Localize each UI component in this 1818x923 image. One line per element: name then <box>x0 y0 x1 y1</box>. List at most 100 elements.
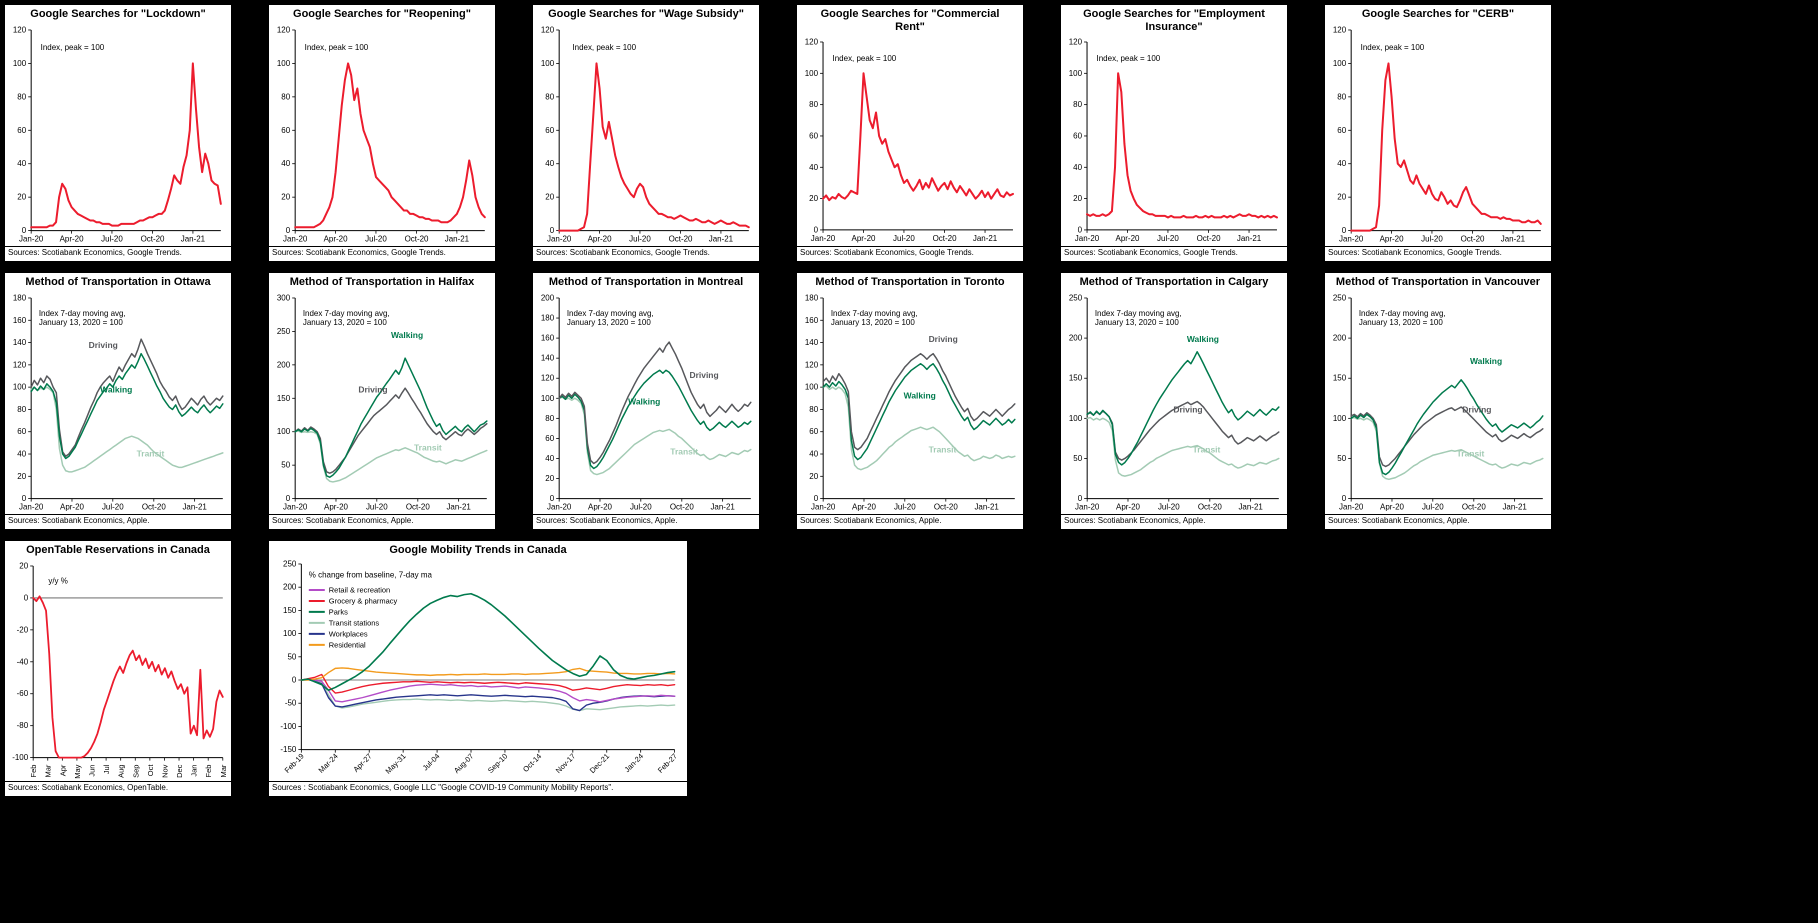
chart-note: Index, peak = 100 <box>572 43 636 52</box>
x-tick-label: Jul-20 <box>629 234 651 243</box>
chart-sources: Sources: Scotiabank Economics, Apple. <box>1061 514 1287 529</box>
x-tick-label: Jan-21 <box>1237 234 1262 243</box>
chart-note: January 13, 2020 = 100 <box>567 318 652 327</box>
series-label: Driving <box>89 340 118 350</box>
chart-plot-area: 0 20 40 60 80 100 120 Jan-20 Apr-20 Jul-20 Oct-20 J… <box>533 22 759 247</box>
x-tick-label: Jan-20 <box>19 502 44 511</box>
y-tick-label: 180 <box>13 293 27 302</box>
series-label: Walking <box>904 390 936 400</box>
chart-plot-area: 0 20 40 60 80 100 120 Jan-20 Apr-20 Jul-20 Oct-20 J… <box>1325 22 1551 247</box>
chart-note: Index, peak = 100 <box>1361 43 1425 52</box>
chart-title: Method of Transportation in Vancouver <box>1335 276 1541 288</box>
y-tick-label: 160 <box>805 315 819 324</box>
x-tick-label: Oct-20 <box>933 234 958 243</box>
y-tick-label: 0 <box>24 593 29 602</box>
series-label: Driving <box>1462 404 1491 414</box>
series-label: Walking <box>1470 356 1502 366</box>
chart-note: Index, peak = 100 <box>833 54 897 63</box>
chart-plot-area: -100 -80 -60 -40 -20 0 20 Feb Mar Apr May Jun Jul Aug… <box>5 558 231 782</box>
x-tick-label: Jul-20 <box>1158 502 1180 511</box>
y-tick-label: 0 <box>814 494 819 503</box>
chart-canvas: 0 20 40 60 80 100 120 Jan-20 Apr-20 Jul-20 Oct-20 J… <box>1069 38 1278 243</box>
x-tick-label: Oct-20 <box>406 502 430 511</box>
y-tick-label: 0 <box>286 226 291 235</box>
chart-plot-area: 0 50 100 150 200 250 300 Jan-20 Apr-20 Jul-20 Oct-… <box>269 290 495 515</box>
chart-panel-transport-vancouver: Method of Transportation in Vancouver 0 5… <box>1324 272 1552 530</box>
y-tick-label: 200 <box>1333 333 1347 342</box>
y-tick-label: 120 <box>277 25 291 34</box>
y-tick-label: 100 <box>1069 413 1083 422</box>
y-tick-label: 100 <box>541 393 555 402</box>
series-line-walking <box>30 352 224 459</box>
y-tick-label: 80 <box>1073 100 1082 109</box>
chart-sources: Sources: Scotiabank Economics, Apple. <box>797 514 1023 529</box>
series-label: Transit <box>1457 448 1485 458</box>
chart-note: January 13, 2020 = 100 <box>1359 318 1444 327</box>
y-tick-label: 100 <box>805 382 819 391</box>
chart-plot-area: -150 -100 -50 0 50 100 150 200 250 Feb-19 Mar-24 Ap… <box>269 558 687 782</box>
y-tick-label: 50 <box>287 652 296 661</box>
legend-label: Grocery & pharmacy <box>329 596 398 605</box>
x-tick-label: Jan-20 <box>19 234 44 243</box>
y-tick-label: -100 <box>280 722 297 731</box>
x-tick-label: Mar-24 <box>317 751 340 774</box>
chart-sources: Sources: Scotiabank Economics, Google Tr… <box>1061 246 1287 261</box>
y-tick-label: -80 <box>17 721 29 730</box>
y-tick-label: 120 <box>1069 38 1083 47</box>
y-tick-label: 150 <box>1333 373 1347 382</box>
series-label: Transit <box>670 446 698 456</box>
y-tick-label: 140 <box>805 338 819 347</box>
chart-panel-transport-ottawa: Method of Transportation in Ottawa 0 20 40… <box>4 272 232 530</box>
x-tick-label: Mar <box>219 764 228 777</box>
y-tick-label: 100 <box>277 59 291 68</box>
y-tick-label: 200 <box>277 360 291 369</box>
x-tick-label: Mar <box>44 764 53 777</box>
x-tick-label: Sep <box>131 764 140 777</box>
y-tick-label: 120 <box>805 38 819 47</box>
y-tick-label: 100 <box>277 427 291 436</box>
y-tick-label: 160 <box>541 333 555 342</box>
x-tick-label: Dec-21 <box>588 751 611 774</box>
chart-canvas: 0 20 40 60 80 100 120 Jan-20 Apr-20 Jul-20 Oct-20 J… <box>805 38 1014 243</box>
y-tick-label: 100 <box>1333 59 1347 68</box>
chart-title: Method of Transportation in Montreal <box>548 276 744 288</box>
y-tick-label: 140 <box>541 353 555 362</box>
series-label: Transit <box>414 442 442 452</box>
chart-sources: Sources: Scotiabank Economics, Apple. <box>5 514 231 529</box>
x-tick-label: Jul-04 <box>421 751 442 772</box>
y-tick-label: 0 <box>814 226 819 235</box>
series-line-transit <box>1350 416 1544 480</box>
chart-canvas: 0 50 100 150 200 250 Jan-20 Apr-20 Jul-20 Oct-20 J… <box>1069 293 1280 511</box>
chart-canvas: 0 50 100 150 200 250 300 Jan-20 Apr-20 Jul-20 Oct-… <box>277 293 488 511</box>
chart-title: Google Searches for "CERB" <box>1361 8 1515 20</box>
y-tick-label: 80 <box>17 405 26 414</box>
x-tick-label: Oct-20 <box>1198 502 1222 511</box>
x-tick-label: Nov <box>160 764 169 778</box>
y-tick-label: 0 <box>22 226 27 235</box>
x-tick-label: Apr-20 <box>852 502 876 511</box>
x-tick-label: Oct-20 <box>405 234 429 243</box>
y-tick-label: 200 <box>1069 333 1083 342</box>
x-tick-label: Jan-20 <box>547 234 572 243</box>
chart-sources: Sources: Scotiabank Economics, Google Tr… <box>269 246 495 261</box>
x-tick-label: Jul-20 <box>1421 234 1443 243</box>
y-tick-label: 150 <box>277 393 291 402</box>
series-label: Walking <box>1187 334 1219 344</box>
chart-note: January 13, 2020 = 100 <box>39 318 124 327</box>
y-tick-label: 40 <box>1337 159 1346 168</box>
y-tick-label: 120 <box>13 25 27 34</box>
x-tick-label: Jun <box>88 764 97 776</box>
y-tick-label: 20 <box>809 471 818 480</box>
y-tick-label: 0 <box>1342 226 1347 235</box>
x-tick-label: Apr-20 <box>588 234 612 243</box>
x-tick-label: Jan-21 <box>709 234 734 243</box>
y-tick-label: 20 <box>281 192 290 201</box>
chart-panel-transport-calgary: Method of Transportation in Calgary 0 50 1… <box>1060 272 1288 530</box>
y-tick-label: 80 <box>1337 92 1346 101</box>
chart-note: Index 7-day moving avg, <box>831 309 918 318</box>
y-tick-label: 40 <box>1073 163 1082 172</box>
series-label: Walking <box>100 384 132 394</box>
y-tick-label: 300 <box>277 293 291 302</box>
chart-title: Method of Transportation in Ottawa <box>25 276 211 288</box>
